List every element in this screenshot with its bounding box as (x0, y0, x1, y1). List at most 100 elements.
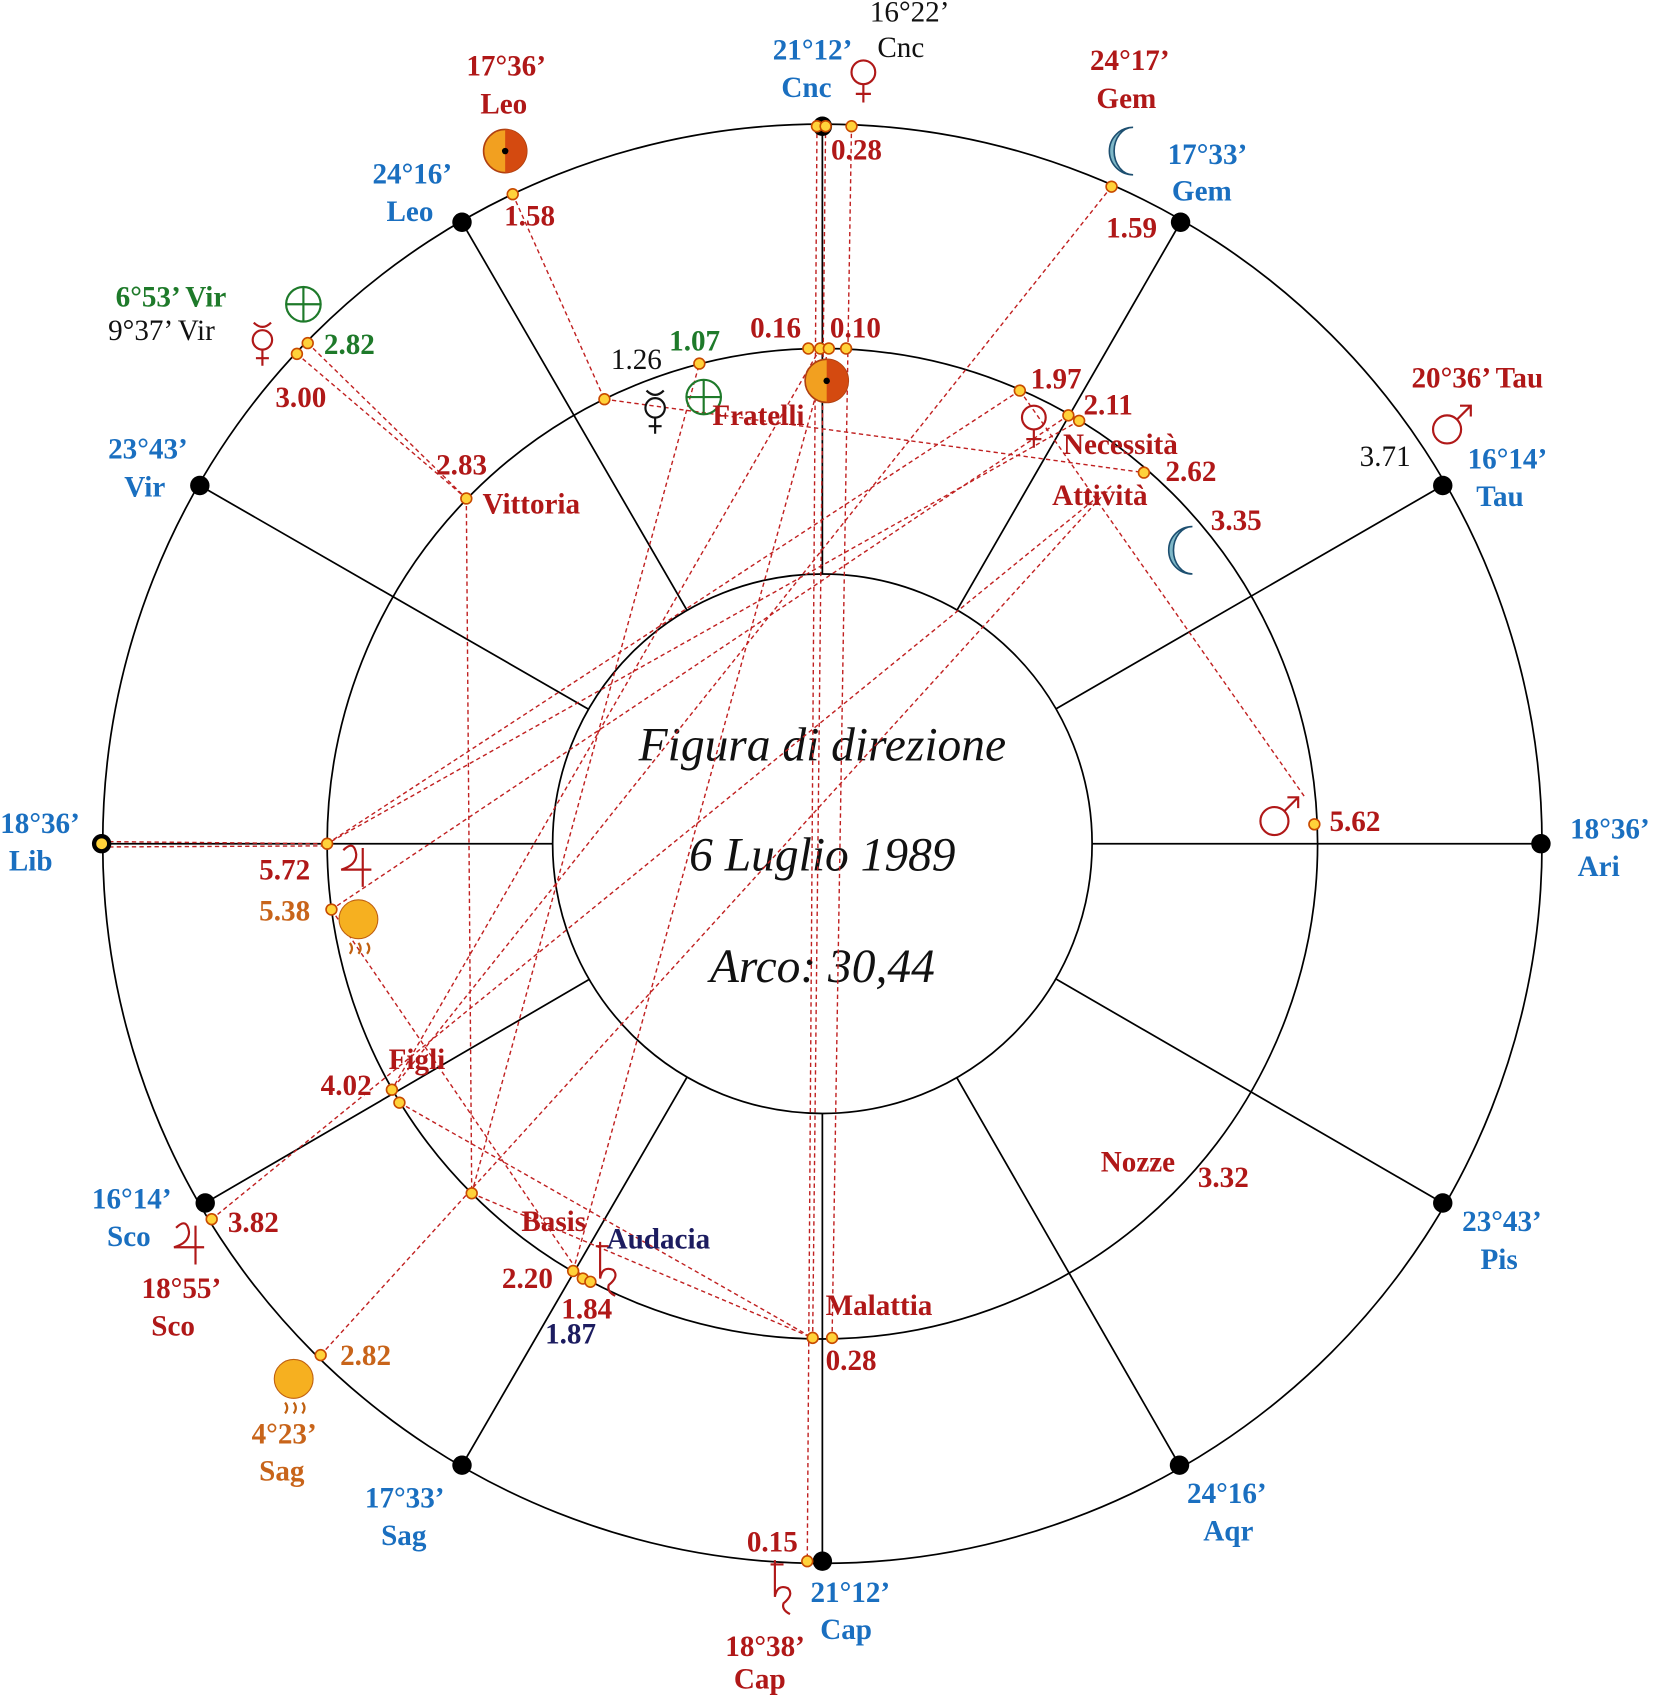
point (385, 1083, 399, 1096)
direction-line (399, 1102, 814, 1339)
venus-glyph (1020, 404, 1047, 448)
point (1072, 414, 1086, 427)
label: 3.32 (1198, 1162, 1249, 1194)
venus-cross (1026, 429, 1042, 448)
point (825, 1331, 839, 1345)
label: Figli (389, 1044, 446, 1076)
venus-glyph (850, 59, 877, 103)
mars-arrow (1283, 796, 1300, 813)
mercury-ring (251, 329, 274, 351)
label: Fratelli (712, 400, 804, 432)
mercury-glyph (644, 389, 666, 434)
earth-cross (686, 379, 721, 415)
label: Cnc (781, 72, 831, 104)
direction-line (471, 1192, 813, 1339)
label: 21°12’ (773, 34, 853, 66)
label: 1.84 (561, 1293, 612, 1325)
osun-glyph (338, 899, 379, 955)
label: 2.62 (1165, 456, 1216, 488)
saturn-glyph (595, 1241, 617, 1297)
label: Audacia (607, 1223, 711, 1255)
label: 18°38’ (725, 1631, 805, 1663)
label: 3.71 (1360, 441, 1411, 473)
point (1062, 409, 1075, 422)
sun-rays (284, 1401, 306, 1415)
mercury-ring (644, 397, 666, 419)
label: 1.58 (504, 200, 555, 232)
label: Sco (151, 1311, 195, 1343)
point (506, 188, 519, 201)
label: Tau (1476, 481, 1524, 513)
direction-line (811, 126, 827, 1338)
venus-cross (855, 84, 871, 103)
cusp-line (199, 484, 590, 710)
label: Sco (107, 1221, 151, 1253)
label: 9°37’ Vir (108, 315, 215, 347)
label: 5.38 (259, 895, 310, 927)
label: 4.02 (321, 1070, 372, 1102)
saturn-sign (770, 1560, 792, 1616)
cusp-dot (452, 212, 472, 232)
label: 2.11 (1083, 389, 1132, 421)
label: Cap (820, 1614, 872, 1646)
label: 24°16’ (1187, 1478, 1267, 1510)
point (205, 1212, 218, 1226)
direction-line (465, 498, 473, 1194)
label: Cap (734, 1664, 786, 1695)
direction-line (326, 420, 1080, 845)
cusp-dot (190, 475, 210, 496)
label: Nozze (1101, 1147, 1175, 1179)
center-arc: Arco: 30,44 (707, 941, 935, 993)
sun-disc (273, 1358, 314, 1399)
saturn-glyph (770, 1560, 792, 1616)
mars-glyph (1259, 796, 1300, 837)
cusp-line (956, 1077, 1181, 1466)
sun-shade (505, 129, 527, 173)
label: 5.62 (1329, 806, 1380, 838)
sun-rays (348, 942, 371, 955)
jupiter-sign (340, 844, 372, 887)
label: 0.16 (750, 313, 801, 345)
direction-line (831, 126, 853, 1338)
point (1308, 818, 1321, 831)
label: 2.20 (502, 1263, 553, 1295)
direction-line (211, 484, 1112, 1220)
label: Ari (1578, 851, 1620, 883)
direction-line (101, 845, 328, 848)
jupiter-sign (173, 1222, 205, 1265)
center-title: Figura di direzione (638, 720, 1006, 772)
center-date: 6 Luglio 1989 (689, 830, 955, 882)
moon-crescent (1108, 126, 1134, 176)
label: 1.87 (545, 1318, 596, 1350)
direction-line (391, 348, 821, 1091)
cusp-dot (1433, 1193, 1453, 1213)
label: Sag (259, 1455, 305, 1487)
label: 0.28 (831, 135, 882, 167)
point (566, 1264, 580, 1278)
label: 0.15 (747, 1527, 798, 1559)
mercury-parts (253, 321, 272, 366)
point (465, 1187, 478, 1200)
point (1105, 180, 1118, 193)
direction-line (330, 909, 584, 1279)
label: 1.59 (1106, 212, 1157, 244)
earth-glyph (685, 378, 723, 416)
mercury-glyph (251, 321, 274, 366)
label: 2.82 (340, 1340, 391, 1372)
moon-glyph (1108, 126, 1134, 176)
jupiter-glyph (173, 1222, 205, 1265)
point (598, 393, 611, 406)
osun-glyph (273, 1358, 314, 1415)
label: Leo (386, 196, 433, 228)
point (393, 1096, 406, 1109)
label: 24°17’ (1090, 45, 1170, 77)
label: Pis (1481, 1244, 1518, 1276)
cusp-line (1055, 484, 1444, 710)
point (806, 1331, 819, 1345)
label: 16°22’ (870, 0, 950, 29)
point (802, 342, 815, 355)
point (845, 120, 858, 133)
cusp-line (1055, 978, 1444, 1204)
cusp-dot (1531, 834, 1551, 854)
label: 17°33’ (1168, 139, 1248, 171)
